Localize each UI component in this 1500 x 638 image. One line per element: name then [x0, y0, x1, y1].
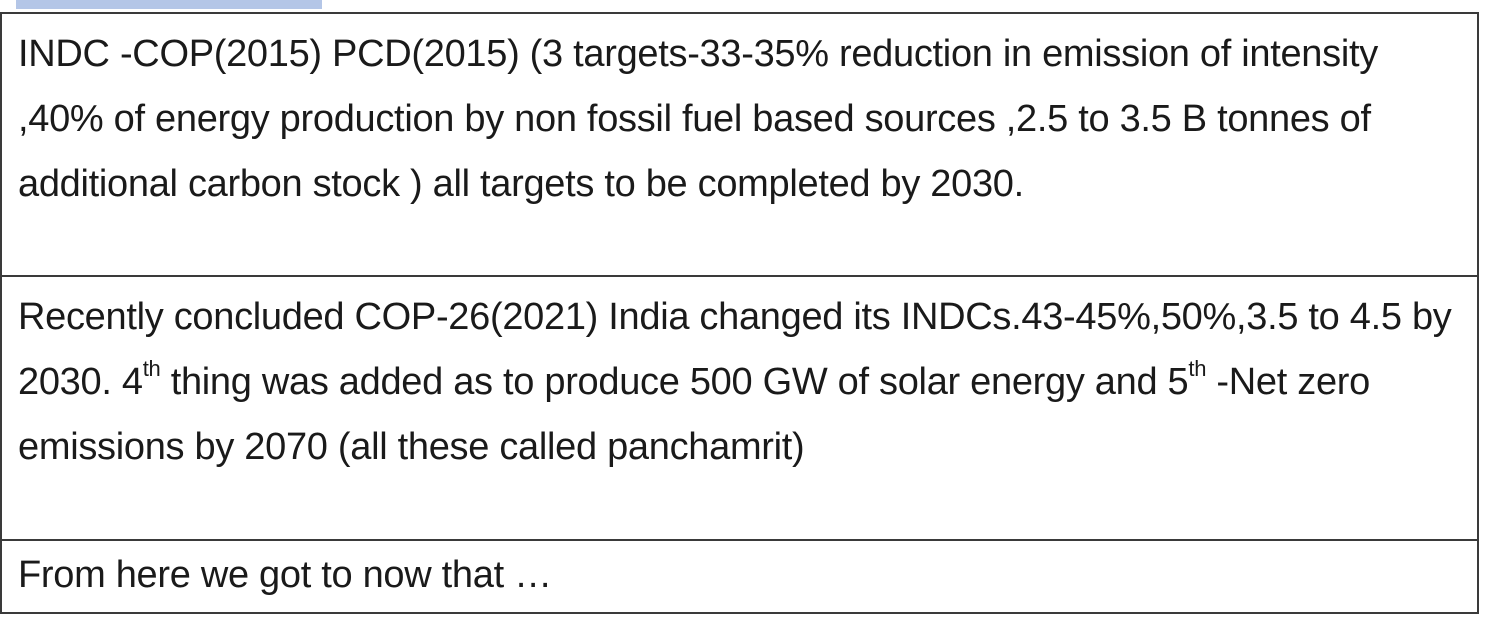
cell-text-part-1: Recently concluded COP-26(2021) India ch…: [18, 296, 1452, 403]
table-cell-conclusion: From here we got to now that …: [0, 539, 1479, 614]
table-row: INDC -COP(2015) PCD(2015) (3 targets-33-…: [0, 12, 1479, 277]
ordinal-superscript: th: [1188, 356, 1207, 382]
table-row: From here we got to now that …: [0, 539, 1479, 614]
ordinal-superscript: th: [142, 356, 161, 382]
cell-text-part-2: thing was added as to produce 500 GW of …: [160, 361, 1189, 403]
table-row: Recently concluded COP-26(2021) India ch…: [0, 275, 1479, 541]
cell-text: From here we got to now that …: [18, 554, 552, 596]
table-cell-indc-2015: INDC -COP(2015) PCD(2015) (3 targets-33-…: [0, 12, 1479, 277]
table-cell-cop26-2021: Recently concluded COP-26(2021) India ch…: [0, 275, 1479, 541]
cell-text-part-3: -Net zero emissions by 2070 (all these c…: [18, 361, 1370, 468]
cell-text: INDC -COP(2015) PCD(2015) (3 targets-33-…: [18, 33, 1378, 205]
notes-table: INDC -COP(2015) PCD(2015) (3 targets-33-…: [0, 12, 1479, 614]
highlighted-heading-remnant: [16, 0, 322, 9]
